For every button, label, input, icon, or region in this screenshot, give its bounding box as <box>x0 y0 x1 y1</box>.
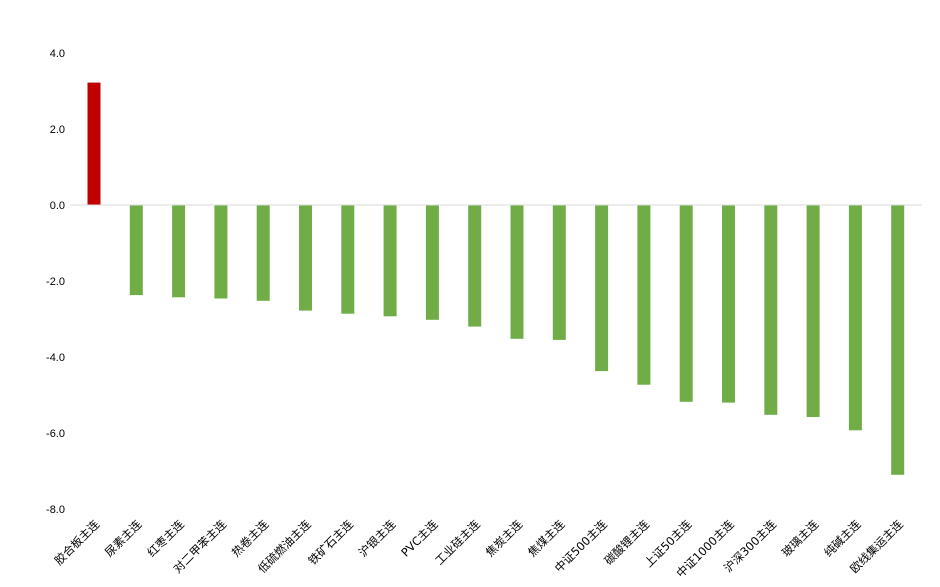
bar <box>214 205 228 299</box>
bar <box>299 205 312 311</box>
bar <box>383 205 397 317</box>
y-tick-label: -6.0 <box>46 428 65 440</box>
bars <box>87 82 905 475</box>
bar <box>891 205 905 475</box>
x-category-label: 尿素主连 <box>102 517 145 560</box>
bar <box>806 205 820 417</box>
bar <box>172 205 186 298</box>
y-tick-label: -4.0 <box>46 352 65 364</box>
y-tick-label: 4.0 <box>50 48 65 60</box>
bar <box>425 205 439 320</box>
bar <box>848 205 862 431</box>
x-category-label: 胶合板主连 <box>52 517 103 568</box>
y-tick-label: 2.0 <box>50 124 65 136</box>
y-tick-label: -8.0 <box>46 504 65 516</box>
x-category-label: 铁矿石主连 <box>305 517 356 568</box>
x-category-label: 玻璃主连 <box>779 517 822 560</box>
y-axis: 4.0 2.0 0.0 -2.0 -4.0 -6.0 -8.0 <box>46 48 65 516</box>
bar <box>637 205 651 385</box>
bar <box>679 205 693 402</box>
y-tick-label: 0.0 <box>50 200 65 212</box>
x-category-label: 焦炭主连 <box>483 517 526 560</box>
x-category-label: 热卷主连 <box>229 517 272 560</box>
bar <box>129 205 143 296</box>
bar <box>341 205 355 314</box>
x-category-label: 纯碱主连 <box>821 517 864 560</box>
bar <box>595 205 609 372</box>
x-category-label: 红枣主连 <box>144 517 187 560</box>
bar <box>764 205 778 415</box>
x-category-label: 焦煤主连 <box>525 517 568 560</box>
bar <box>552 205 566 340</box>
bar <box>256 205 270 301</box>
bar <box>510 205 524 339</box>
x-category-label: 沪银主连 <box>356 517 399 560</box>
y-tick-label: -2.0 <box>46 276 65 288</box>
bar <box>722 205 735 403</box>
bar <box>87 82 101 205</box>
x-category-label: PVC主连 <box>398 517 441 560</box>
bar <box>468 205 482 327</box>
x-category-label: 工业硅主连 <box>432 517 483 568</box>
